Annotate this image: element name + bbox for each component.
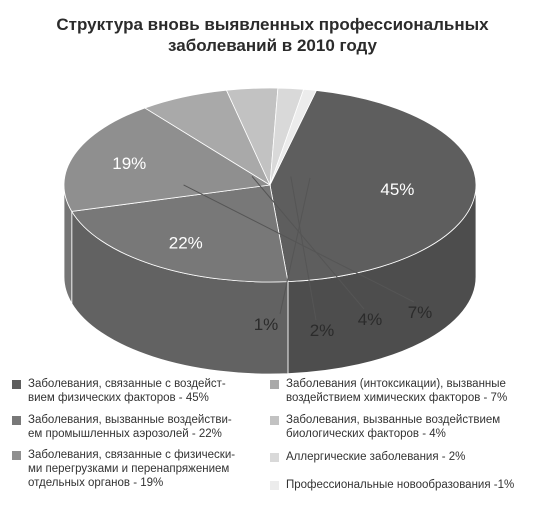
legend-swatch-1 xyxy=(12,380,21,389)
legend-swatch-7 xyxy=(270,481,279,490)
chart-title-line-2: заболеваний в 2010 году xyxy=(168,36,377,55)
legend-label-4: Заболевания (интоксикации), вызванные во… xyxy=(286,378,508,404)
chart-title: Структура вновь выявленных профессиональ… xyxy=(0,14,545,56)
data-label-4: 7% xyxy=(408,303,433,322)
data-label-6: 2% xyxy=(310,321,335,340)
legend-item-2: Заболевания, вызванные воздействи- ем пр… xyxy=(12,413,262,441)
pie-slice-7 xyxy=(269,88,317,186)
legend-label-3: Заболевания, связанные с физически- ми п… xyxy=(28,449,236,489)
legend-swatch-4 xyxy=(270,380,279,389)
pie-slice-3 xyxy=(63,107,272,212)
pie-slice-2 xyxy=(71,184,289,283)
leader-line-7 xyxy=(279,177,311,315)
legend-item-6: Аллергические заболевания - 2% xyxy=(270,450,540,464)
legend-swatch-6 xyxy=(270,453,279,462)
leader-line-5 xyxy=(251,176,365,310)
pie-slice-1 xyxy=(269,90,477,283)
legend-swatch-5 xyxy=(270,416,279,425)
data-label-7: 1% xyxy=(254,315,279,334)
data-label-1: 45% xyxy=(380,180,414,199)
legend-label-6: Аллергические заболевания - 2% xyxy=(286,451,466,463)
legend-swatch-3 xyxy=(12,451,21,460)
data-label-2: 22% xyxy=(169,233,203,252)
data-label-3: 19% xyxy=(112,154,146,173)
legend-label-5: Заболевания, вызванные воздействием биол… xyxy=(286,414,501,440)
legend-label-7: Профессиональные новообразования -1% xyxy=(286,479,515,491)
legend-label-2: Заболевания, вызванные воздействи- ем пр… xyxy=(28,414,232,440)
data-label-5: 4% xyxy=(358,310,383,329)
leader-line-4 xyxy=(183,184,415,303)
leader-line-6 xyxy=(290,176,317,321)
legend-item-5: Заболевания, вызванные воздействием биол… xyxy=(270,413,540,441)
legend-item-1: Заболевания, связанные с воздейст- вием … xyxy=(12,377,262,405)
chart-title-line-1: Структура вновь выявленных профессиональ… xyxy=(56,15,489,34)
legend-swatch-2 xyxy=(12,416,21,425)
legend-item-4: Заболевания (интоксикации), вызванные во… xyxy=(270,377,540,405)
legend-label-1: Заболевания, связанные с воздейст- вием … xyxy=(28,378,226,404)
legend-item-3: Заболевания, связанные с физически- ми п… xyxy=(12,448,262,490)
legend-item-7: Профессиональные новообразования -1% xyxy=(270,478,540,492)
